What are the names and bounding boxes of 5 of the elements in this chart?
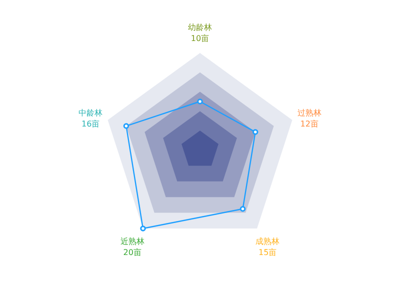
- spoke-label: 过熟林 12亩: [297, 108, 322, 128]
- spoke-label: 幼龄林 10亩: [188, 23, 212, 43]
- spoke-label: 近熟林 20亩: [120, 237, 144, 258]
- spoke-label: 成熟林 15亩: [256, 237, 280, 258]
- spoke-label: 中龄林 16亩: [78, 108, 103, 128]
